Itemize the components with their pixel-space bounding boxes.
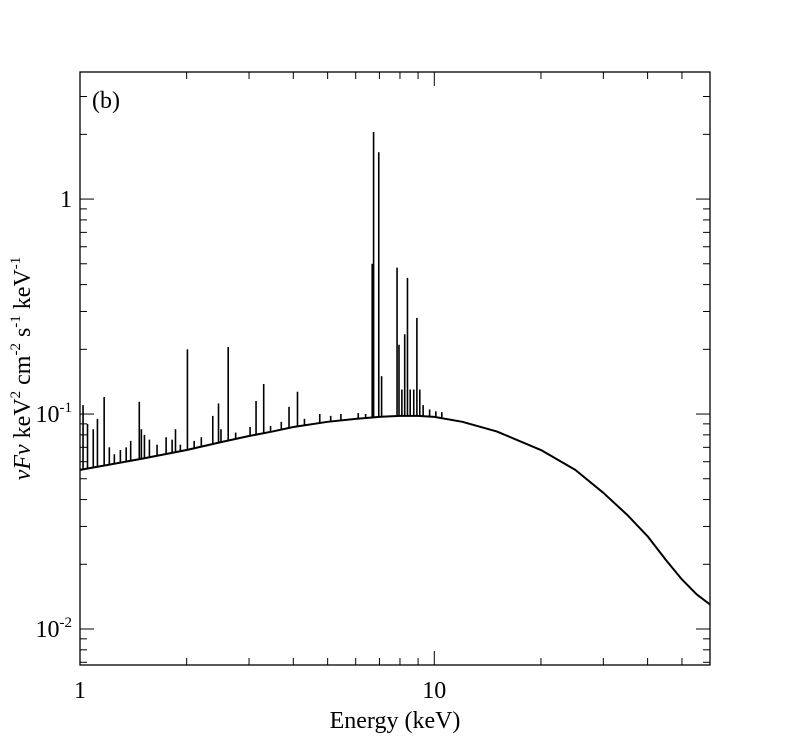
- y-axis-label: νFν keV2 cm-2 s-1 keV-1: [8, 257, 36, 481]
- plot-frame: [79, 71, 711, 666]
- y-tick-label: 1: [60, 187, 72, 213]
- x-tick-label: 1: [74, 678, 86, 704]
- continuum-line: [79, 414, 711, 606]
- y-tick-label: 10-1: [36, 400, 73, 428]
- axis-tick-labels: 1 10 10-2 10-1 1: [36, 187, 447, 704]
- x-axis-label: Energy (keV): [330, 708, 461, 734]
- y-tick-label: 10-2: [36, 615, 73, 643]
- plot-area: [79, 132, 711, 606]
- x-tick-label: 10: [422, 678, 446, 704]
- panel-label: (b): [92, 88, 120, 114]
- axis-ticks: [79, 72, 711, 665]
